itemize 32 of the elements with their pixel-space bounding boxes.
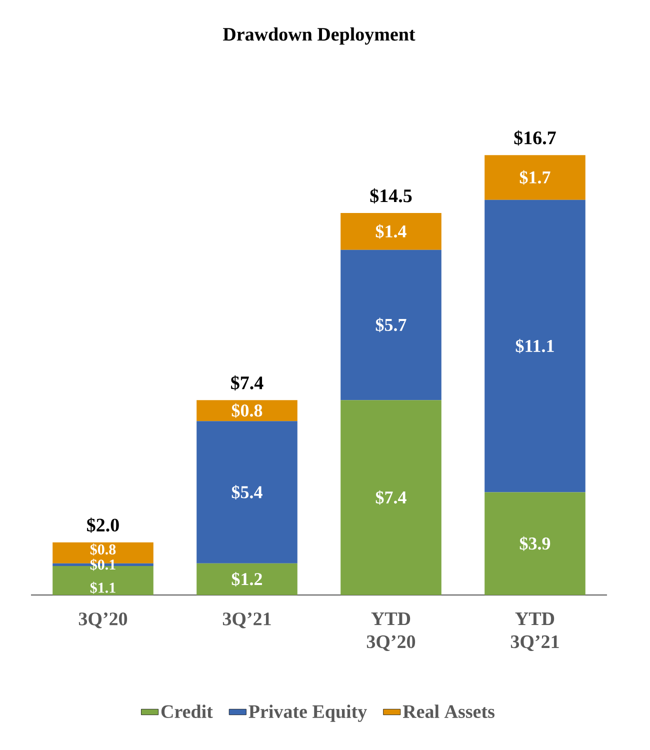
total-label: $16.7	[514, 130, 556, 146]
bar	[484, 492, 586, 595]
bar	[340, 250, 442, 400]
bar	[196, 421, 298, 564]
x-tick-label: YTD 3Q’20	[366, 612, 416, 652]
legend-label: Private Equity	[248, 704, 367, 722]
bar	[484, 155, 586, 200]
total-label: $14.5	[370, 188, 412, 204]
data-label: $5.7	[376, 318, 406, 332]
data-label: $3.9	[520, 536, 550, 551]
bar	[340, 400, 442, 595]
x-tick-label: 3Q’20	[78, 612, 128, 628]
total-label: $2.0	[87, 518, 119, 533]
total-label: $7.4	[231, 375, 264, 391]
data-label: $0.8	[232, 403, 262, 418]
data-label: $1.1	[90, 582, 116, 594]
bar	[484, 200, 586, 492]
x-tick-label: YTD 3Q’21	[510, 612, 559, 652]
data-label: $1.2	[232, 572, 262, 586]
chart-title: Drawdown Deployment	[223, 27, 416, 45]
data-label: $1.4	[376, 224, 406, 239]
bar	[196, 563, 298, 595]
legend-label: Credit	[161, 704, 213, 718]
data-label: $5.4	[232, 485, 262, 500]
data-label: $7.4	[376, 490, 406, 505]
x-tick-label: 3Q’21	[222, 612, 271, 628]
bar	[196, 400, 298, 422]
data-label: $11.1	[516, 338, 554, 354]
legend-label: Real Assets	[402, 704, 494, 718]
data-label: $0.8	[90, 544, 116, 556]
data-label: $1.7	[520, 170, 550, 185]
bar	[340, 213, 442, 250]
